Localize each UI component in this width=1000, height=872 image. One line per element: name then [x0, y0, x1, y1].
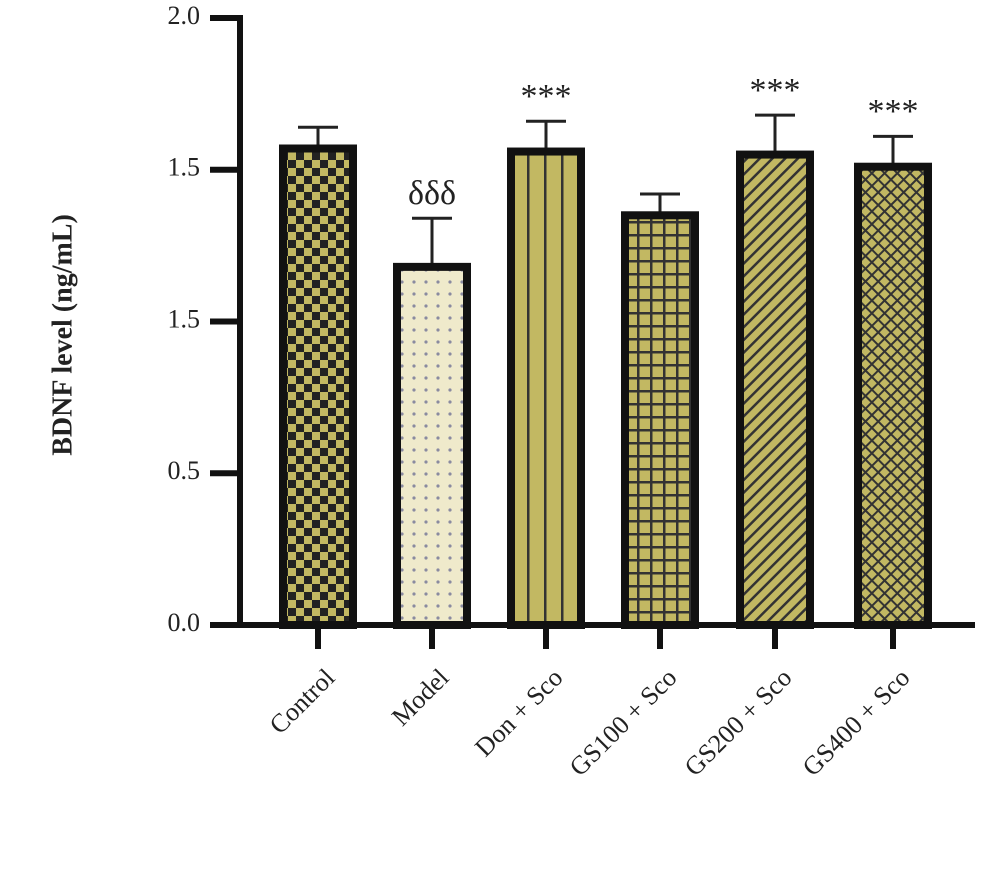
bar-hatch: [507, 147, 585, 629]
annotation: ***: [521, 78, 572, 115]
bar-hatch: [736, 150, 814, 629]
x-tick-label: Model: [386, 663, 455, 732]
x-tick-label: Don + Sco: [469, 663, 568, 762]
annotation: ***: [868, 93, 919, 130]
y-tick-label: 0.5: [168, 456, 201, 485]
bar-hatch: [279, 144, 357, 629]
bar-hatch: [854, 162, 932, 629]
x-tick-label: GS100 + Sco: [564, 663, 683, 782]
y-tick-label: 0.0: [168, 608, 201, 637]
y-tick-label: 1.5: [168, 304, 201, 333]
y-tick-label: 1.5: [168, 153, 201, 182]
y-tick-label: 2.0: [168, 1, 201, 30]
bar-hatch: [393, 262, 471, 629]
y-axis-label: BDNF level (ng/mL): [47, 214, 78, 456]
bar-hatch: [621, 211, 699, 629]
annotation: ***: [750, 72, 801, 109]
annotation: δδδ: [408, 175, 456, 212]
x-tick-label: GS200 + Sco: [679, 663, 798, 782]
x-tick-label: GS400 + Sco: [797, 663, 916, 782]
x-tick-label: Control: [264, 663, 341, 740]
